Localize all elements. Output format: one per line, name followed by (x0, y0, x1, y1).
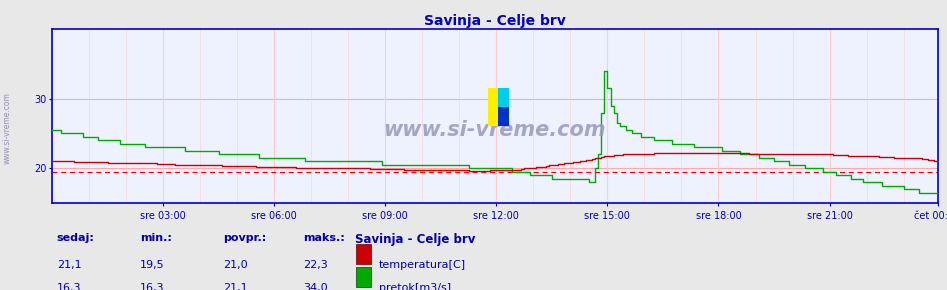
Text: Savinja - Celje brv: Savinja - Celje brv (355, 233, 475, 246)
Text: 16,3: 16,3 (140, 283, 165, 290)
Text: 22,3: 22,3 (303, 260, 328, 269)
Text: 21,1: 21,1 (223, 283, 248, 290)
Text: pretok[m3/s]: pretok[m3/s] (379, 283, 451, 290)
Text: sedaj:: sedaj: (57, 233, 95, 243)
Text: 19,5: 19,5 (140, 260, 165, 269)
Text: www.si-vreme.com: www.si-vreme.com (3, 92, 12, 164)
Text: min.:: min.: (140, 233, 172, 243)
Text: 21,0: 21,0 (223, 260, 248, 269)
Text: 34,0: 34,0 (303, 283, 328, 290)
Text: 21,1: 21,1 (57, 260, 81, 269)
Text: maks.:: maks.: (303, 233, 345, 243)
Text: www.si-vreme.com: www.si-vreme.com (384, 120, 606, 140)
Title: Savinja - Celje brv: Savinja - Celje brv (424, 14, 565, 28)
Text: 16,3: 16,3 (57, 283, 81, 290)
Text: povpr.:: povpr.: (223, 233, 267, 243)
Text: temperatura[C]: temperatura[C] (379, 260, 466, 269)
